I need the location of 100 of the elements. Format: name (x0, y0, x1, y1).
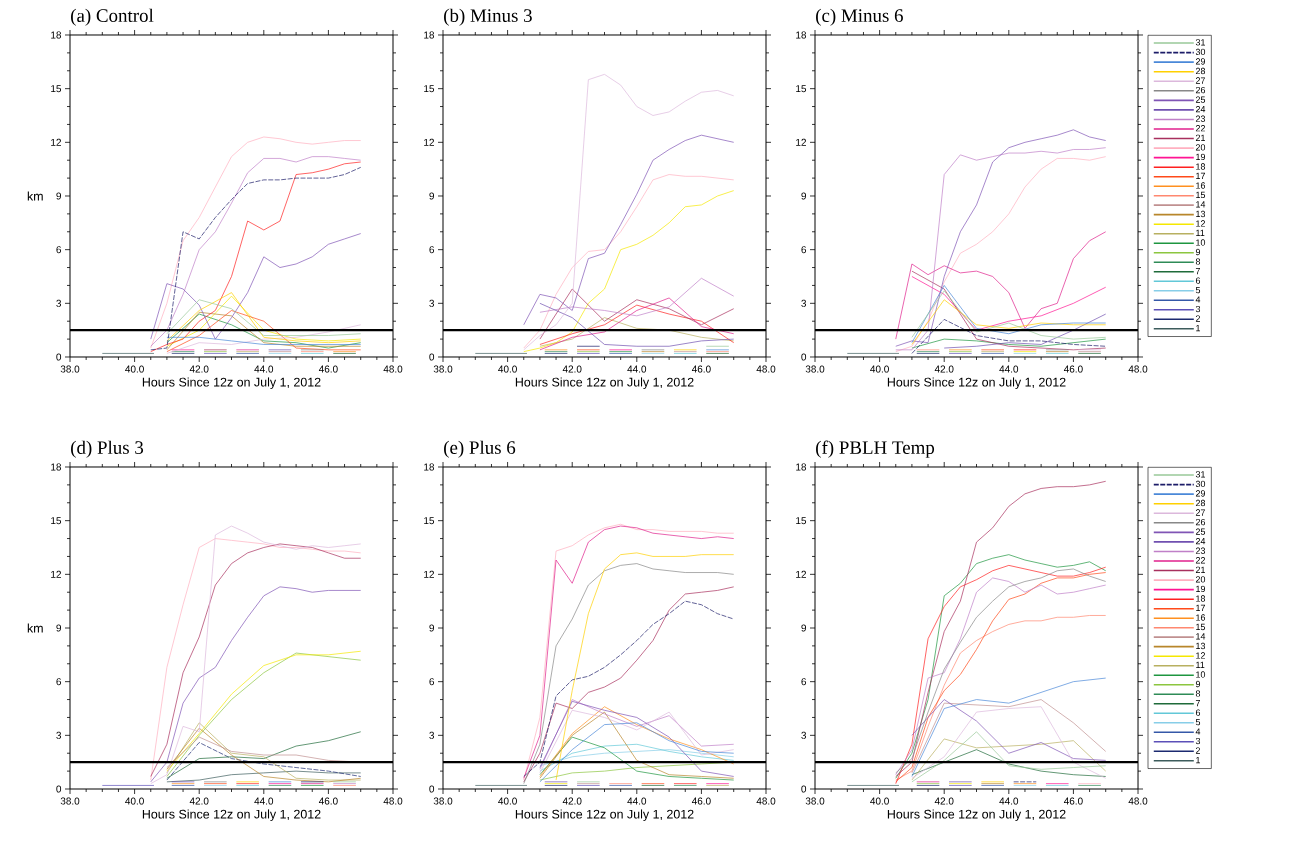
x-tick-label: 44.0 (627, 365, 647, 373)
chart-title: (f) PBLH Temp (816, 440, 935, 458)
x-tick-label: 44.0 (254, 365, 274, 373)
legend-label: 8 (1195, 258, 1201, 265)
legend-label: 26 (1195, 518, 1206, 526)
legend-label: 14 (1196, 201, 1206, 208)
chart-title: (b) Minus 3 (444, 8, 532, 26)
legend-label: 20 (1195, 144, 1206, 151)
legend-label: 15 (1196, 623, 1206, 631)
legend-label: 18 (1196, 595, 1206, 602)
legend-label: 5 (1195, 718, 1201, 726)
x-tick-label: 38.0 (433, 797, 453, 805)
legend-label: 24 (1195, 106, 1206, 113)
legend-label: 26 (1195, 86, 1206, 94)
y-tick-label: 3 (429, 299, 435, 307)
x-tick-label: 42.0 (189, 365, 209, 373)
x-tick-label: 40.0 (870, 797, 889, 805)
y-axis-title: km (27, 623, 43, 633)
x-tick-label: 42.0 (934, 365, 954, 373)
legend-label: 24 (1195, 538, 1206, 545)
y-tick-label: 18 (51, 31, 62, 39)
x-tick-label: 46.0 (1063, 365, 1083, 373)
legend-label: 6 (1195, 277, 1201, 284)
x-tick-label: 46.0 (318, 797, 338, 805)
legend-label: 27 (1195, 509, 1205, 516)
y-tick-label: 15 (424, 85, 435, 93)
x-tick-label: 44.0 (627, 797, 647, 805)
legend-label: 2 (1195, 747, 1201, 754)
legend-label: 19 (1196, 153, 1206, 161)
x-tick-label: 40.0 (125, 365, 144, 373)
x-tick-label: 38.0 (60, 365, 80, 373)
chart-title: (e) Plus 6 (444, 440, 516, 458)
legend-label: 29 (1195, 490, 1206, 497)
y-tick-label: 12 (424, 570, 434, 578)
legend-label: 11 (1196, 661, 1205, 669)
y-tick-label: 18 (796, 463, 807, 471)
legend-label: 1 (1196, 324, 1201, 332)
legend-label: 3 (1195, 305, 1201, 313)
legend-label: 29 (1195, 58, 1206, 65)
x-tick-label: 42.0 (562, 365, 582, 373)
legend-label: 3 (1195, 737, 1201, 745)
legend-label: 13 (1196, 642, 1206, 650)
legend-label: 23 (1195, 547, 1206, 554)
legend-label: 17 (1196, 172, 1205, 180)
legend-label: 13 (1196, 210, 1206, 218)
y-tick-label: 0 (56, 353, 62, 361)
legend-label: 17 (1196, 604, 1205, 612)
legend-label: 25 (1195, 96, 1206, 103)
x-tick-label: 38.0 (805, 797, 825, 805)
legend-label: 6 (1195, 709, 1201, 716)
y-tick-label: 12 (424, 138, 434, 146)
legend-label: 15 (1196, 191, 1206, 199)
x-tick-label: 40.0 (498, 797, 517, 805)
y-tick-label: 12 (796, 570, 806, 578)
x-tick-label: 42.0 (562, 797, 582, 805)
legend-label: 8 (1195, 690, 1201, 697)
x-tick-label: 44.0 (999, 365, 1019, 373)
y-tick-label: 9 (801, 192, 807, 200)
x-tick-label: 38.0 (60, 797, 80, 805)
y-tick-label: 12 (796, 138, 806, 146)
y-tick-label: 15 (51, 517, 62, 525)
x-axis-title: Hours Since 12z on July 1, 2012 (142, 809, 321, 822)
legend-label: 31 (1195, 471, 1206, 478)
x-tick-label: 46.0 (318, 365, 338, 373)
y-tick-label: 6 (429, 678, 435, 686)
legend-label: 1 (1196, 756, 1201, 764)
y-tick-label: 9 (429, 192, 435, 200)
legend-label: 16 (1196, 614, 1206, 621)
y-tick-label: 0 (429, 785, 435, 793)
x-tick-label: 40.0 (870, 365, 889, 373)
y-tick-label: 0 (429, 353, 435, 361)
y-tick-label: 0 (801, 785, 807, 793)
legend-label: 30 (1195, 480, 1206, 488)
x-tick-label: 46.0 (691, 365, 711, 373)
y-tick-label: 9 (801, 624, 807, 632)
y-tick-label: 3 (56, 731, 62, 739)
legend-label: 5 (1195, 286, 1201, 294)
x-tick-label: 48.0 (1128, 365, 1148, 373)
y-tick-label: 6 (801, 246, 807, 254)
y-tick-label: 6 (56, 246, 62, 254)
y-tick-label: 15 (51, 85, 62, 93)
legend-label: 23 (1195, 115, 1206, 122)
y-tick-label: 18 (796, 31, 807, 39)
x-tick-label: 46.0 (691, 797, 711, 805)
legend-label: 22 (1195, 125, 1205, 132)
y-tick-label: 3 (56, 299, 62, 307)
y-tick-label: 3 (801, 731, 807, 739)
y-tick-label: 6 (56, 678, 62, 686)
legend-label: 16 (1196, 182, 1206, 189)
x-tick-label: 40.0 (498, 365, 517, 373)
legend-label: 9 (1195, 680, 1201, 688)
legend-label: 7 (1195, 699, 1201, 707)
legend-label: 25 (1195, 528, 1206, 535)
y-tick-label: 15 (796, 85, 807, 93)
y-tick-label: 6 (801, 678, 807, 686)
y-tick-label: 18 (424, 31, 435, 39)
y-tick-label: 3 (429, 731, 435, 739)
legend-label: 22 (1195, 557, 1205, 564)
y-tick-label: 0 (801, 353, 807, 361)
legend-label: 31 (1195, 39, 1206, 46)
